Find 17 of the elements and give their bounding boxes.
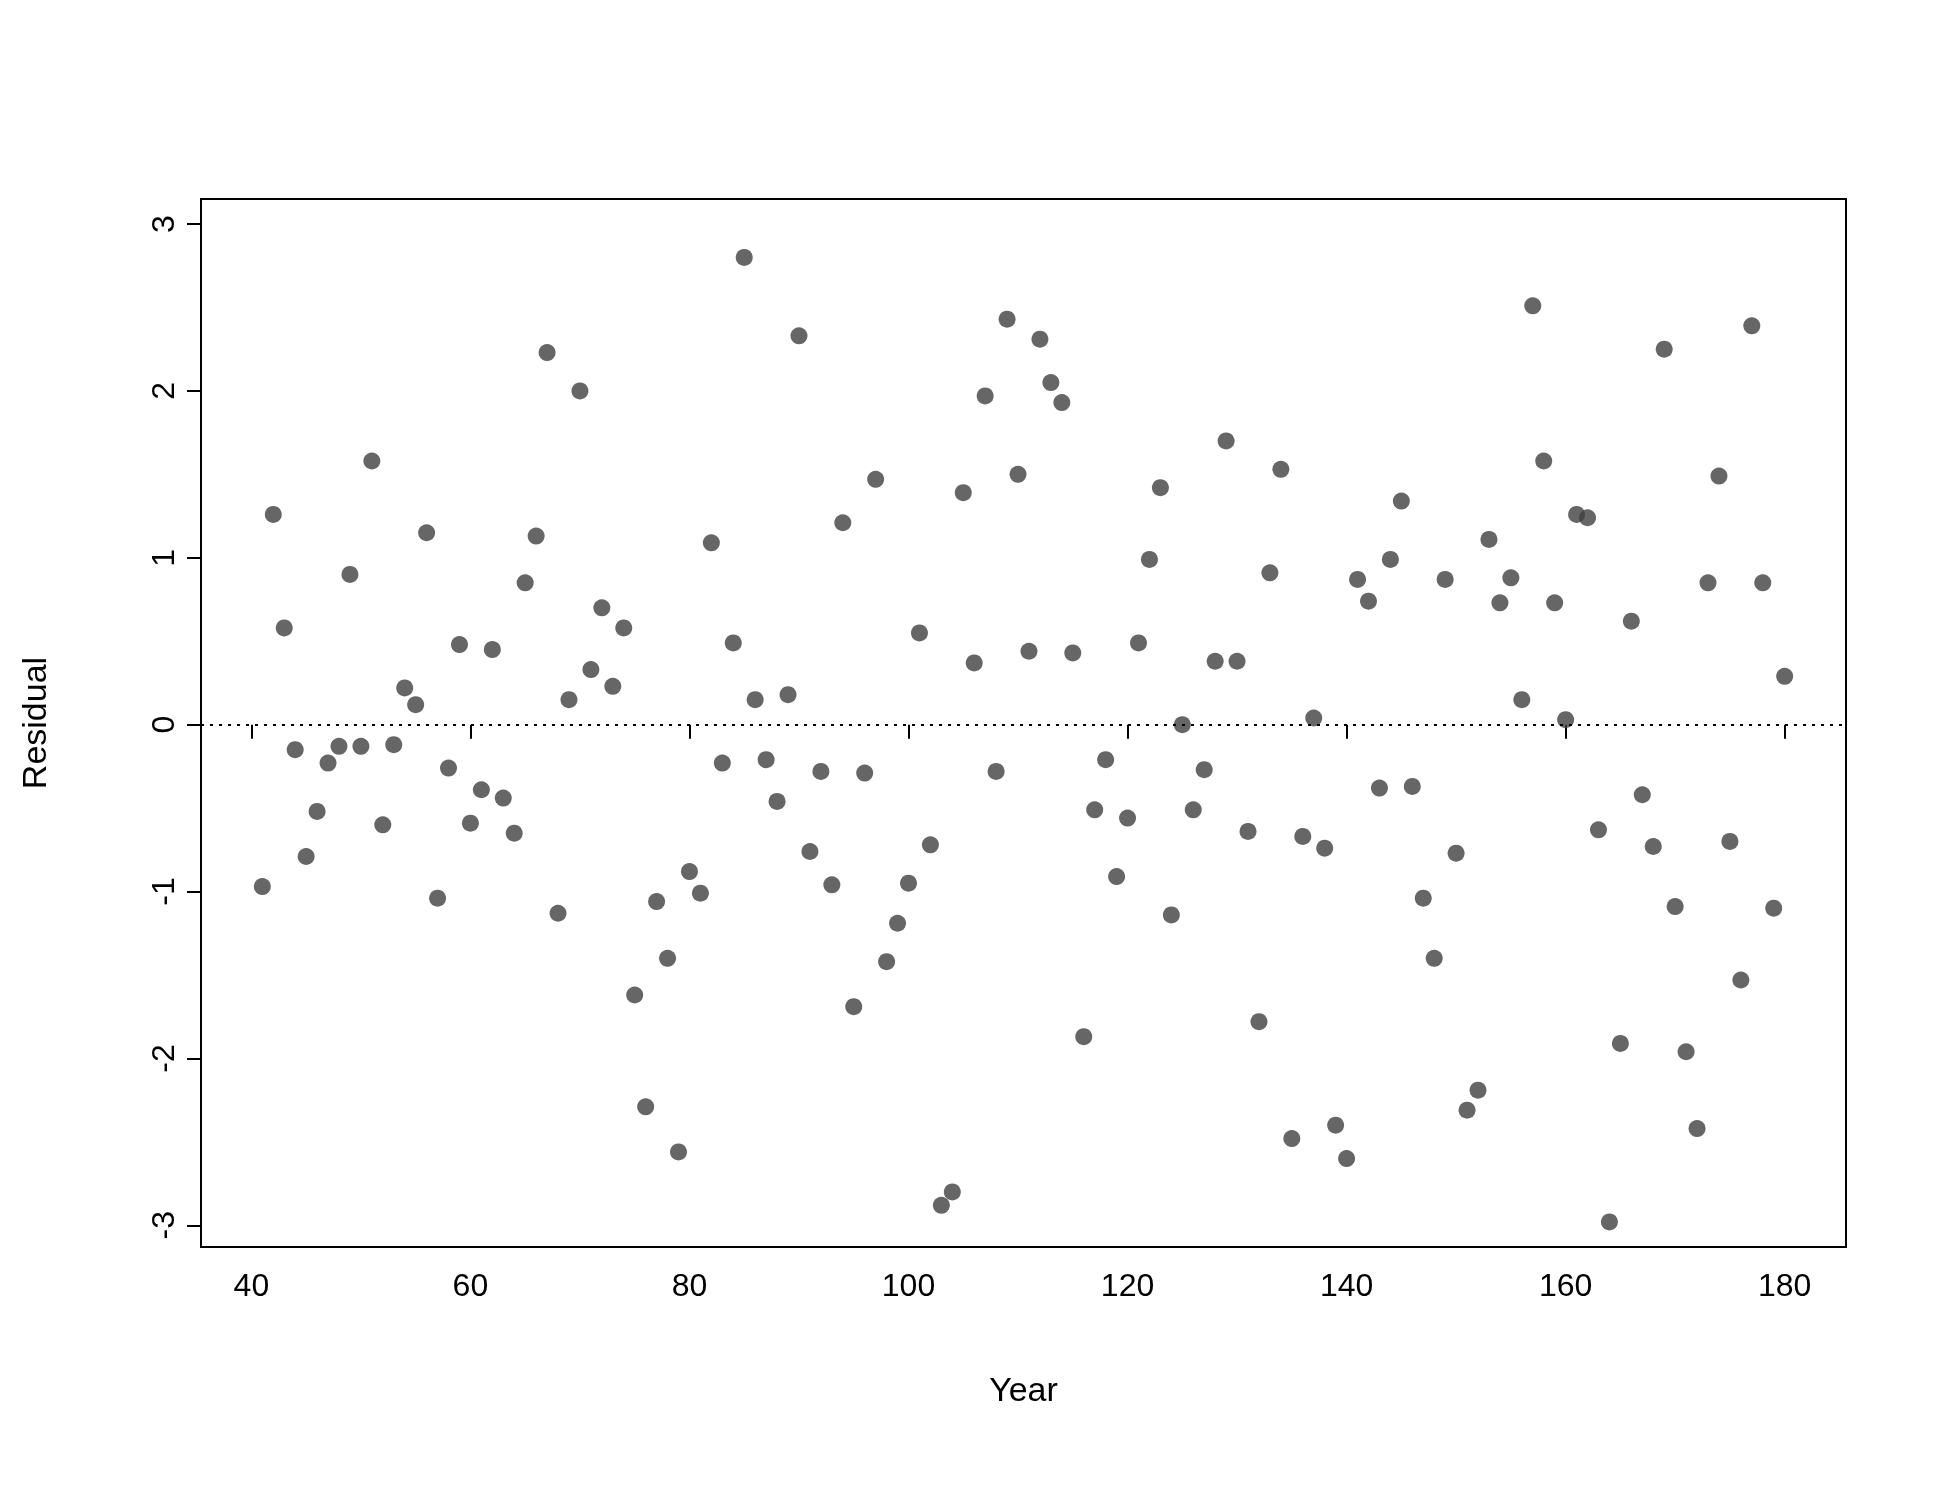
y-tick-label: 2: [145, 382, 181, 400]
x-tick-label: 120: [1100, 1267, 1155, 1303]
y-tick-label: -1: [145, 877, 181, 906]
y-tick-label: 0: [145, 715, 181, 734]
y-tick-label: 1: [145, 548, 181, 567]
y-axis-title: Residual: [15, 656, 53, 790]
y-tick-label: -3: [145, 1211, 181, 1240]
y-tick-label: -2: [145, 1044, 181, 1073]
x-tick-label: 100: [881, 1267, 936, 1303]
x-tick-label: 160: [1538, 1267, 1593, 1303]
x-tick-label: 180: [1757, 1267, 1812, 1303]
x-axis-title: Year: [989, 1370, 1058, 1408]
x-tick-label: 60: [452, 1267, 489, 1303]
x-tick-label: 80: [671, 1267, 708, 1303]
x-tick-label: 40: [233, 1267, 270, 1303]
x-tick-label: 140: [1319, 1267, 1374, 1303]
y-tick-label: 3: [145, 215, 181, 233]
